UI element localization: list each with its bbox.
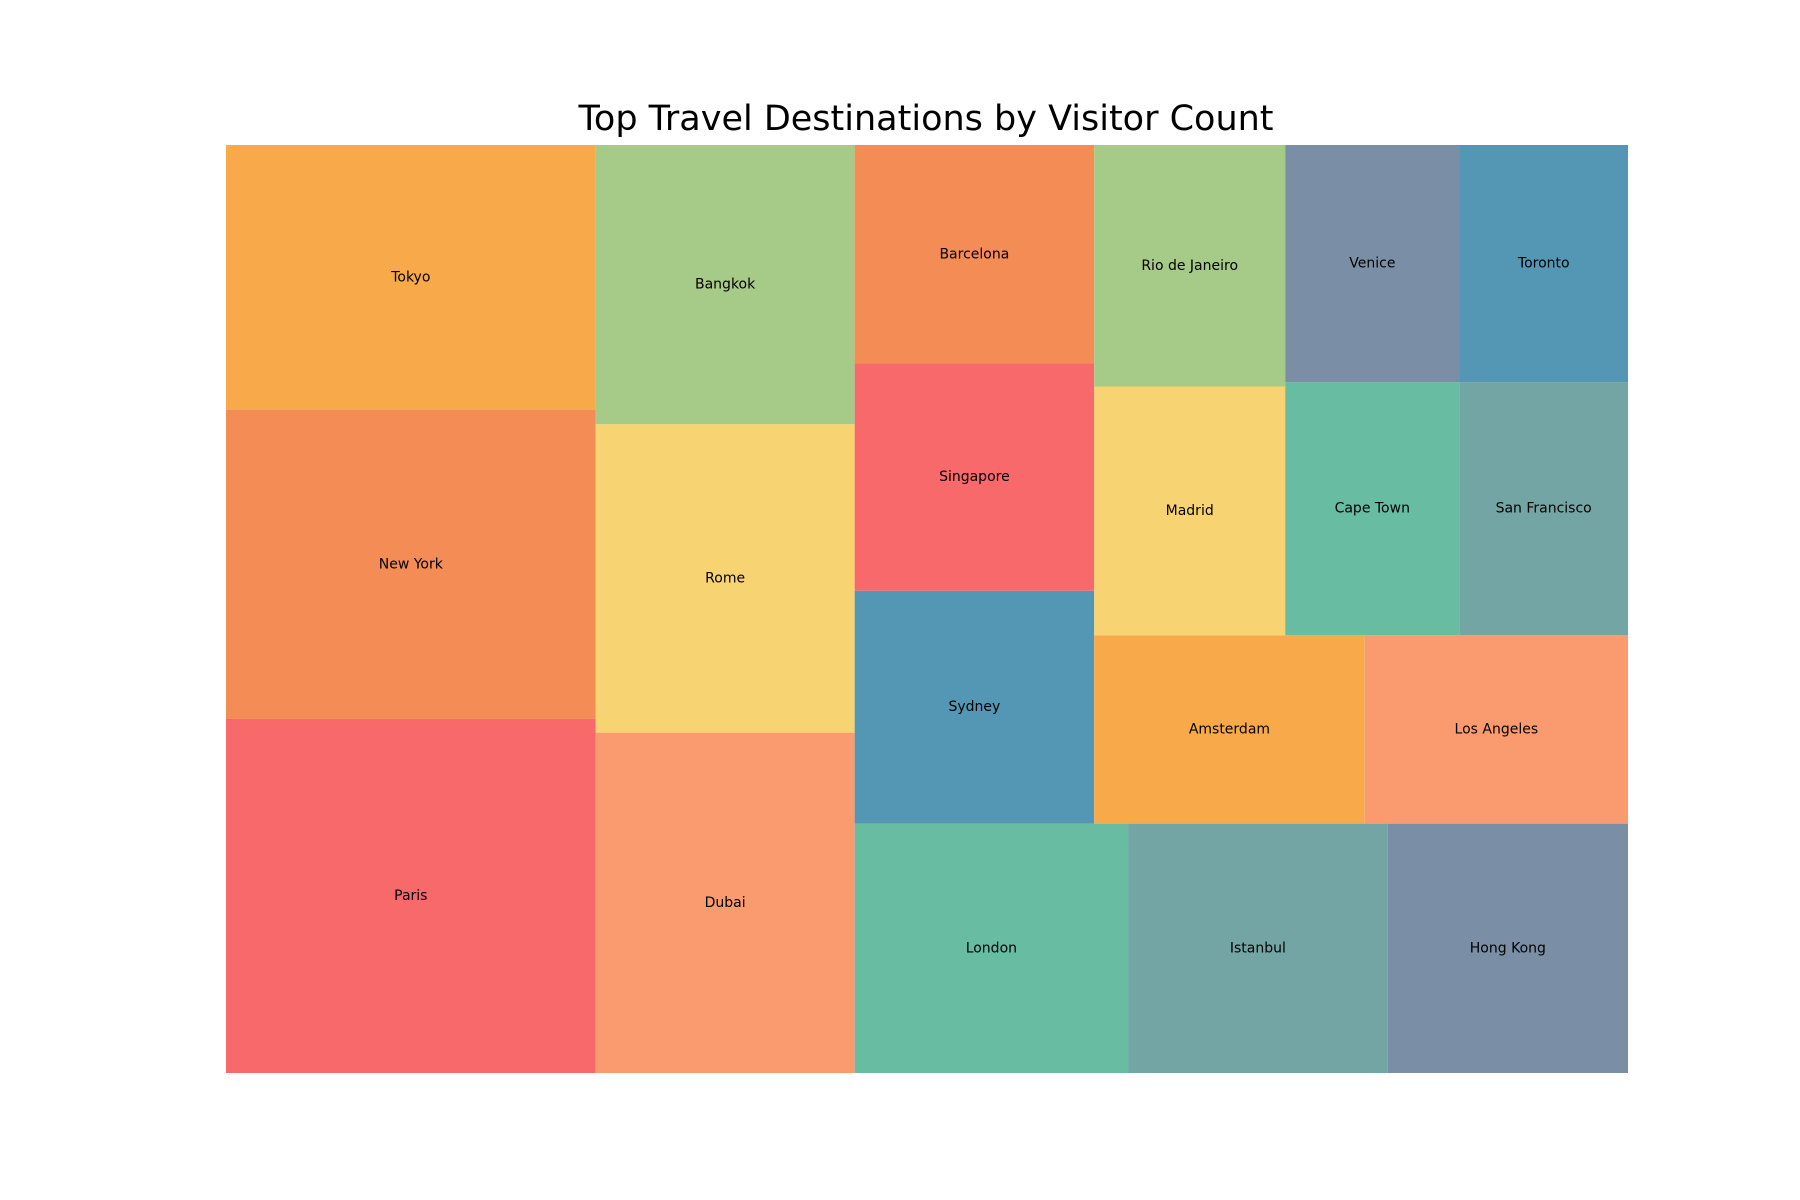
tile-madrid [1094, 386, 1286, 636]
tile-label-san-francisco: San Francisco [1496, 501, 1592, 517]
tile-label-rome: Rome [705, 570, 745, 586]
tile-paris [226, 718, 596, 1073]
tile-label-rio-de-janeiro: Rio de Janeiro [1141, 258, 1238, 274]
tile-label-london: London [966, 940, 1017, 956]
tile-label-los-angeles: Los Angeles [1455, 721, 1539, 737]
tile-label-singapore: Singapore [939, 469, 1010, 485]
tile-label-barcelona: Barcelona [939, 246, 1009, 262]
tile-label-dubai: Dubai [705, 895, 746, 911]
tile-label-hong-kong: Hong Kong [1470, 940, 1546, 956]
tile-singapore [854, 363, 1095, 591]
tile-bangkok [595, 145, 855, 425]
tile-toronto [1459, 145, 1628, 383]
tile-barcelona [854, 145, 1095, 364]
tile-sydney [854, 590, 1095, 824]
tile-label-istanbul: Istanbul [1230, 940, 1286, 956]
tile-venice [1285, 145, 1460, 383]
tile-label-cape-town: Cape Town [1335, 501, 1410, 517]
tile-istanbul [1128, 823, 1388, 1073]
tile-label-sydney: Sydney [948, 699, 1000, 715]
tile-label-new-york: New York [379, 556, 444, 572]
tile-label-toronto: Toronto [1517, 256, 1570, 272]
tile-label-venice: Venice [1349, 256, 1395, 272]
tile-label-tokyo: Tokyo [390, 269, 430, 285]
tile-rome [595, 424, 855, 733]
tile-cape-town [1285, 382, 1460, 636]
tile-san-francisco [1459, 382, 1628, 636]
tile-hong-kong [1387, 823, 1628, 1073]
tile-new-york [226, 409, 596, 719]
chart-title: Top Travel Destinations by Visitor Count [578, 99, 1274, 139]
tile-label-paris: Paris [394, 888, 427, 904]
tile-rio-de-janeiro [1094, 145, 1286, 387]
tile-amsterdam [1094, 635, 1365, 824]
tile-dubai [595, 732, 855, 1073]
tile-tokyo [226, 145, 596, 410]
tile-label-madrid: Madrid [1166, 503, 1214, 519]
tile-label-amsterdam: Amsterdam [1189, 721, 1270, 737]
tile-los-angeles [1364, 635, 1628, 824]
tile-london [854, 823, 1129, 1073]
tile-label-bangkok: Bangkok [695, 277, 756, 293]
